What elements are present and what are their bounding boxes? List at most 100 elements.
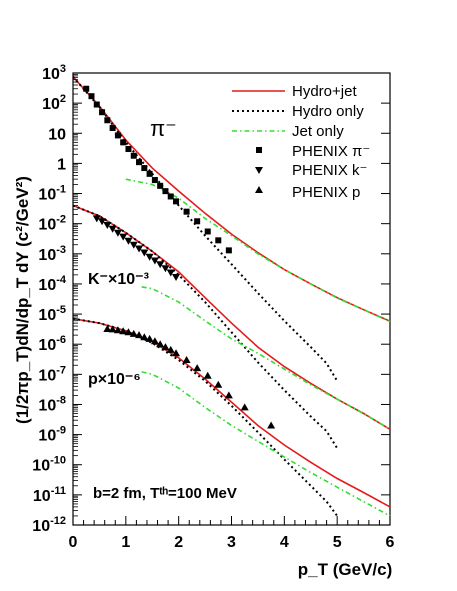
- kaon-data-point: [161, 265, 170, 273]
- pion-data-point: [104, 117, 111, 124]
- legend-marker-phenix-p: [255, 186, 263, 193]
- y-tick-label: 10-11: [33, 485, 66, 505]
- legend-label-phenix-p: PHENIX p: [292, 184, 360, 201]
- proton-data-point: [156, 340, 165, 348]
- y-tick-label: 10-9: [38, 425, 66, 445]
- pion-data-point: [204, 228, 211, 235]
- proton-data-point: [140, 333, 149, 341]
- kaon-data-point: [98, 218, 107, 226]
- x-tick-label: 3: [227, 534, 236, 551]
- pion-data-point: [167, 193, 174, 200]
- proton-data-point: [161, 343, 170, 351]
- y-tick-label: 10-5: [38, 304, 66, 324]
- y-tick-label: 10-3: [38, 244, 66, 264]
- kaon-data-point: [140, 249, 149, 257]
- pion-data-point: [225, 247, 232, 254]
- y-tick-label: 10-4: [38, 274, 66, 294]
- x-tick-label: 2: [174, 534, 183, 551]
- legend-label-phenix-pi: PHENIX π⁻: [292, 143, 370, 160]
- legend-label-hydro-jet: Hydro+jet: [292, 83, 357, 100]
- pion-data-point: [125, 146, 132, 153]
- legend-label-phenix-k: PHENIX k⁻: [292, 162, 367, 179]
- pion-data-point: [183, 208, 190, 215]
- legend-marker-phenix-pi: [256, 147, 262, 153]
- y-tick-label: 10-10: [32, 455, 66, 475]
- kaon-data-point: [108, 225, 117, 233]
- y-tick-label: 10-6: [38, 334, 66, 354]
- proton-data-point: [166, 345, 175, 353]
- conditions-label: b=2 fm, Tᵗʰ=100 MeV: [93, 485, 237, 502]
- proton-jet-only-curve: [141, 371, 391, 517]
- pion-data-point: [120, 139, 127, 146]
- proton-data-point: [113, 326, 122, 334]
- pion-data-point: [93, 101, 100, 108]
- y-tick-label: 10-7: [38, 364, 66, 384]
- proton-hydro-only-curve: [72, 317, 339, 517]
- x-tick-label: 4: [280, 534, 289, 551]
- kaon-data-point: [166, 269, 175, 277]
- kaon-data-point: [172, 273, 181, 281]
- kaon-data-point: [103, 222, 112, 230]
- y-tick-label: 10-2: [38, 214, 66, 234]
- proton-data-point: [150, 337, 159, 345]
- pion-data-point: [151, 177, 158, 184]
- proton-data-point: [103, 324, 112, 332]
- pion-data-point: [88, 93, 95, 100]
- y-tick-label: 102: [42, 93, 66, 113]
- pion-data-point: [162, 188, 169, 195]
- legend-label-jet-only: Jet only: [292, 123, 344, 140]
- proton-data-point: [124, 328, 133, 336]
- y-tick-label: 10-1: [38, 184, 66, 204]
- proton-data-point: [108, 325, 117, 333]
- pion-data-point: [136, 159, 143, 166]
- x-tick-label: 0: [69, 534, 78, 551]
- proton-hydro-jet-curve: [72, 317, 391, 508]
- legend-marker-phenix-k: [255, 167, 263, 174]
- proton-data-point: [182, 355, 191, 363]
- proton-data-point: [203, 371, 212, 379]
- proton-data-point: [193, 364, 202, 372]
- proton-data-point: [119, 327, 128, 335]
- x-tick-label: 1: [121, 534, 130, 551]
- kaon-data-point: [129, 241, 138, 249]
- proton-data-point: [214, 380, 223, 388]
- y-tick-label: 1: [57, 156, 66, 173]
- kaon-data-point: [92, 215, 101, 223]
- proton-data-point: [172, 349, 181, 357]
- pion-data-point: [83, 85, 90, 92]
- pion-data-point: [215, 237, 222, 244]
- pion-data-point: [157, 182, 164, 189]
- proton-data-point: [145, 334, 154, 342]
- pion-label: π⁻: [150, 116, 177, 141]
- axis-ticks: 0 1 2 3 4 5 610310210110-110-210-310-410-510-6…: [32, 63, 394, 551]
- proton-data-point: [267, 421, 276, 429]
- legend-label-hydro-only: Hydro only: [292, 103, 364, 120]
- pion-data-point: [109, 124, 116, 131]
- y-axis-label: (1/2πp_T)dN/dp_T dY (c²/GeV²): [13, 176, 32, 424]
- y-tick-label: 10-12: [32, 515, 66, 535]
- pion-data-point: [141, 165, 148, 172]
- kaon-hydro-jet-curve: [72, 204, 391, 430]
- x-tick-label: 5: [333, 534, 342, 551]
- pion-data-point: [194, 218, 201, 225]
- kaon-data-point: [119, 233, 128, 241]
- pion-data-point: [173, 198, 180, 205]
- legend: Hydro+jet Hydro only Jet only PHENIX π⁻ …: [232, 83, 370, 201]
- kaon-data-point: [150, 257, 159, 265]
- pion-data-point: [99, 109, 106, 116]
- proton-label: p×10⁻⁶: [88, 371, 141, 388]
- proton-data-point: [135, 331, 144, 339]
- proton-data-point: [129, 329, 138, 337]
- proton-data-point: [240, 403, 249, 411]
- x-axis-label: p_T (GeV/c): [298, 560, 392, 579]
- pion-hydro-only-curve: [72, 76, 339, 382]
- pion-data-point: [114, 132, 121, 139]
- y-tick-label: 10: [48, 126, 66, 143]
- kaon-data-point: [124, 237, 133, 245]
- pion-data-point: [130, 152, 137, 159]
- kaon-data-point: [135, 245, 144, 253]
- x-tick-label: 6: [386, 534, 395, 551]
- points-layer: [83, 85, 276, 429]
- kaon-hydro-only-curve: [72, 204, 339, 449]
